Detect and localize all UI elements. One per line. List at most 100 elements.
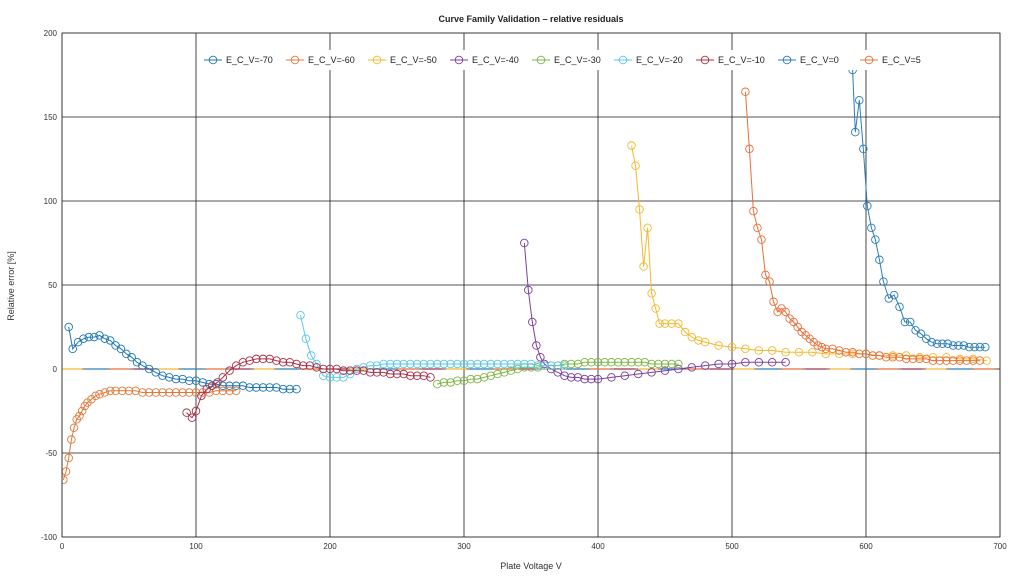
- x-tick-label: 200: [323, 542, 337, 551]
- data-point: [875, 351, 884, 360]
- legend-item: E_C_V=-50: [368, 55, 437, 65]
- data-point: [647, 368, 656, 377]
- data-point: [821, 349, 831, 359]
- data-point: [158, 388, 167, 397]
- data-point: [667, 359, 676, 369]
- data-point: [620, 371, 630, 380]
- data-point: [272, 356, 281, 365]
- data-point: [332, 364, 341, 374]
- data-point: [191, 376, 201, 386]
- legend-item: E_C_V=-30: [532, 55, 601, 65]
- data-point: [225, 386, 234, 396]
- data-point: [627, 141, 636, 150]
- data-point: [964, 342, 974, 352]
- data-point: [426, 373, 435, 382]
- data-point: [426, 359, 435, 369]
- data-point: [613, 358, 623, 367]
- data-point: [627, 358, 636, 367]
- data-point: [412, 359, 422, 369]
- data-point: [406, 371, 415, 380]
- data-point: [781, 347, 790, 357]
- data-point: [767, 358, 777, 367]
- data-point: [633, 358, 643, 367]
- data-point: [943, 339, 952, 349]
- data-point: [372, 368, 382, 377]
- data-point: [285, 384, 295, 394]
- legend-marker: [700, 55, 710, 65]
- data-point: [493, 369, 502, 379]
- data-point: [901, 354, 911, 364]
- series-7: [848, 65, 990, 352]
- data-point: [560, 361, 569, 370]
- data-point: [808, 347, 817, 357]
- data-point: [265, 383, 274, 392]
- data-point: [301, 334, 311, 344]
- data-point: [305, 361, 315, 370]
- data-point: [446, 378, 455, 387]
- data-point: [593, 358, 603, 367]
- y-tick-label: 150: [44, 113, 58, 122]
- data-point: [942, 356, 951, 365]
- data-point: [968, 356, 978, 365]
- legend-item: E_C_V=-20: [614, 55, 683, 65]
- data-point: [306, 351, 316, 360]
- data-point: [754, 358, 764, 367]
- data-point: [100, 334, 110, 344]
- data-point: [439, 359, 449, 369]
- data-point: [687, 332, 697, 342]
- data-point: [821, 344, 831, 354]
- data-point: [252, 383, 261, 392]
- data-point: [639, 262, 648, 271]
- data-point: [138, 388, 147, 397]
- data-point: [714, 359, 723, 369]
- data-point: [871, 235, 880, 244]
- x-tick-label: 600: [859, 542, 873, 551]
- data-point: [325, 364, 335, 374]
- data-point: [197, 391, 206, 401]
- data-point: [118, 386, 127, 396]
- legend-marker: [290, 55, 300, 65]
- data-point: [741, 87, 750, 97]
- data-point: [111, 386, 120, 396]
- data-point: [265, 354, 274, 364]
- data-point: [339, 366, 348, 375]
- data-point: [459, 359, 469, 369]
- data-point: [526, 359, 536, 369]
- data-point: [144, 388, 154, 397]
- data-point: [432, 359, 442, 369]
- data-point: [753, 223, 762, 233]
- data-point: [855, 349, 864, 359]
- legend-item: E_C_V=-60: [286, 55, 355, 65]
- data-point: [580, 358, 589, 367]
- legend-label: E_C_V=-20: [636, 55, 683, 65]
- data-point: [345, 366, 355, 375]
- data-point: [741, 344, 750, 354]
- data-point: [667, 319, 676, 328]
- data-point: [211, 379, 221, 389]
- series-5: [296, 310, 569, 382]
- data-point: [459, 376, 469, 386]
- data-point: [553, 368, 563, 377]
- data-point: [91, 391, 100, 401]
- data-point: [365, 361, 375, 370]
- data-point: [105, 336, 115, 345]
- data-point: [339, 373, 348, 382]
- data-point: [573, 359, 583, 369]
- data-point: [982, 356, 991, 365]
- data-point: [493, 359, 502, 369]
- data-point: [781, 307, 790, 317]
- data-point: [419, 371, 429, 380]
- data-point: [238, 381, 248, 391]
- data-point: [372, 361, 382, 370]
- data-point: [218, 386, 228, 396]
- data-point: [607, 358, 616, 367]
- data-point: [379, 359, 388, 369]
- data-point: [540, 361, 549, 370]
- data-point: [895, 302, 904, 312]
- data-point: [178, 374, 187, 384]
- data-point: [392, 359, 402, 369]
- y-tick-label: -50: [45, 449, 57, 458]
- data-point: [959, 341, 969, 350]
- data-point: [948, 341, 958, 350]
